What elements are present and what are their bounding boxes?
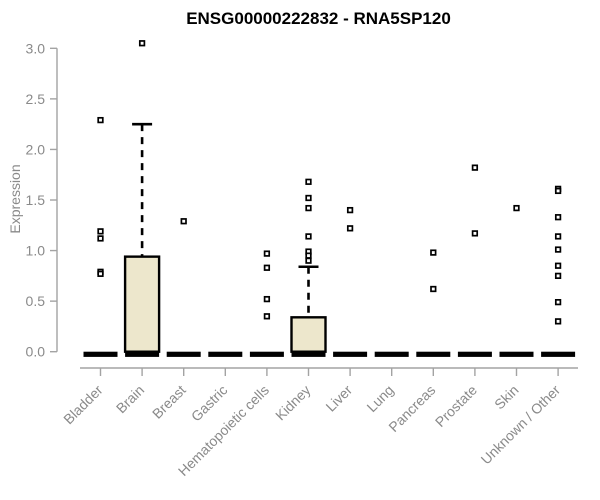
x-tick-label: Bladder — [60, 382, 106, 428]
y-tick-label: 2.5 — [26, 91, 46, 107]
x-tick-label: Brain — [113, 382, 147, 416]
outlier-point — [554, 318, 562, 325]
outlier-point — [180, 218, 187, 225]
outlier-point — [554, 187, 562, 195]
chart-title: ENSG00000222832 - RNA5SP120 — [186, 9, 451, 28]
outlier-point — [138, 40, 146, 47]
median-bar — [541, 351, 576, 357]
outlier-point — [263, 250, 271, 257]
y-tick-label: 0.5 — [26, 293, 46, 309]
outlier-point — [346, 225, 354, 232]
outlier-point — [554, 272, 562, 280]
x-tick-label: Lung — [363, 382, 396, 415]
median-bar — [374, 351, 409, 357]
y-tick-label: 2.0 — [26, 141, 46, 157]
x-tick-label: Prostate — [432, 382, 480, 430]
outlier-point — [97, 270, 104, 277]
outlier-point — [305, 233, 312, 240]
median-bar — [208, 351, 243, 357]
outlier-point — [554, 233, 562, 240]
median-bar — [416, 351, 451, 357]
x-tick-label: Kidney — [272, 382, 314, 424]
outlier-point — [97, 228, 104, 235]
outlier-point — [305, 194, 312, 202]
median-bar — [249, 351, 284, 357]
outlier-point — [554, 214, 562, 221]
outlier-point — [430, 249, 437, 256]
y-tick-label: 3.0 — [26, 40, 46, 56]
outlier-point — [471, 164, 479, 171]
outlier-point — [554, 298, 562, 306]
y-tick-label: 1.0 — [26, 243, 46, 259]
outlier-point — [305, 252, 312, 259]
x-tick-label: Unknown / Other — [478, 382, 564, 468]
box — [290, 316, 327, 353]
median-bar — [291, 351, 326, 357]
outlier-point — [97, 116, 104, 124]
y-tick-label: 0.0 — [26, 344, 46, 360]
median-bar — [333, 351, 368, 357]
outlier-point — [513, 204, 520, 212]
outlier-point — [263, 313, 271, 320]
box — [123, 255, 161, 353]
outlier-point — [97, 235, 104, 242]
x-tick-label: Liver — [322, 382, 355, 415]
median-bar — [83, 351, 118, 357]
x-tick-label: Skin — [491, 382, 522, 413]
outlier-point — [305, 178, 312, 185]
outlier-point — [305, 204, 312, 212]
outlier-point — [430, 285, 437, 293]
x-tick-label: Breast — [149, 382, 189, 422]
median-bar — [166, 351, 201, 357]
outlier-point — [263, 264, 271, 271]
outlier-point — [305, 257, 312, 264]
median-bar — [125, 351, 160, 357]
outlier-point — [471, 230, 479, 237]
outlier-point — [554, 246, 562, 253]
outlier-point — [554, 262, 562, 269]
outlier-point — [346, 206, 354, 214]
y-tick-label: 1.5 — [26, 192, 46, 208]
median-bar — [457, 351, 492, 357]
outlier-point — [263, 295, 271, 303]
median-bar — [499, 351, 534, 357]
